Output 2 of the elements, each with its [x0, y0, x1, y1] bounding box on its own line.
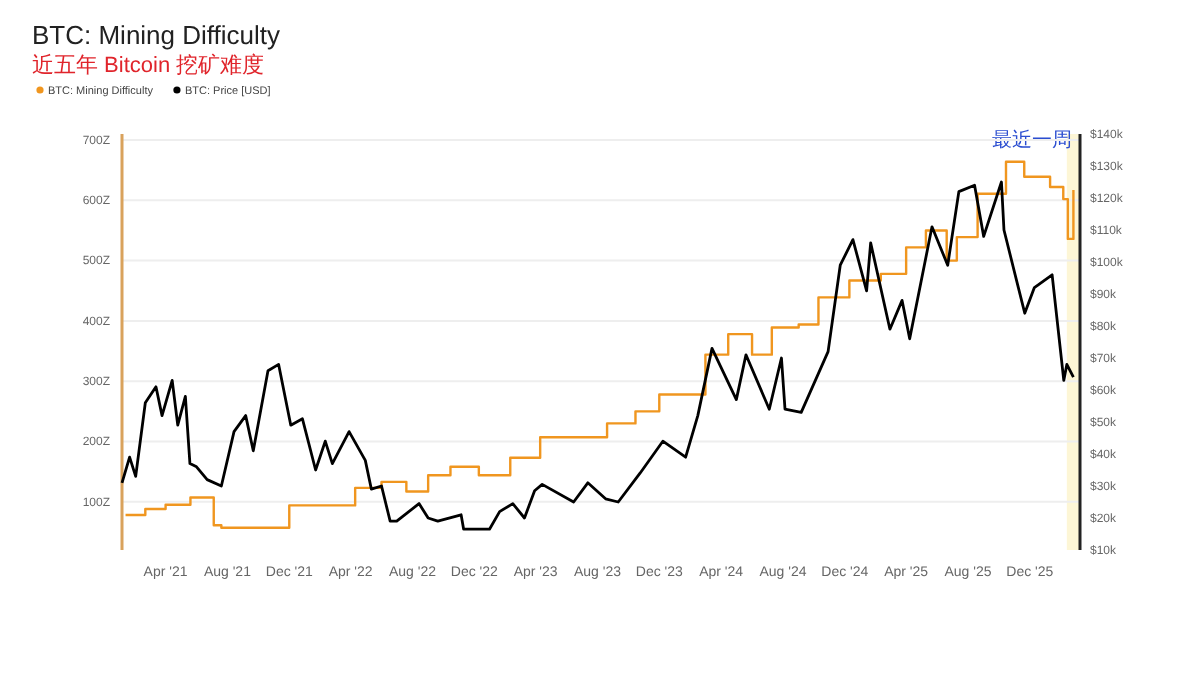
- chart-title: BTC: Mining Difficulty: [32, 20, 282, 50]
- chart-subtitle: 近五年 Bitcoin 挖矿难度: [32, 52, 265, 78]
